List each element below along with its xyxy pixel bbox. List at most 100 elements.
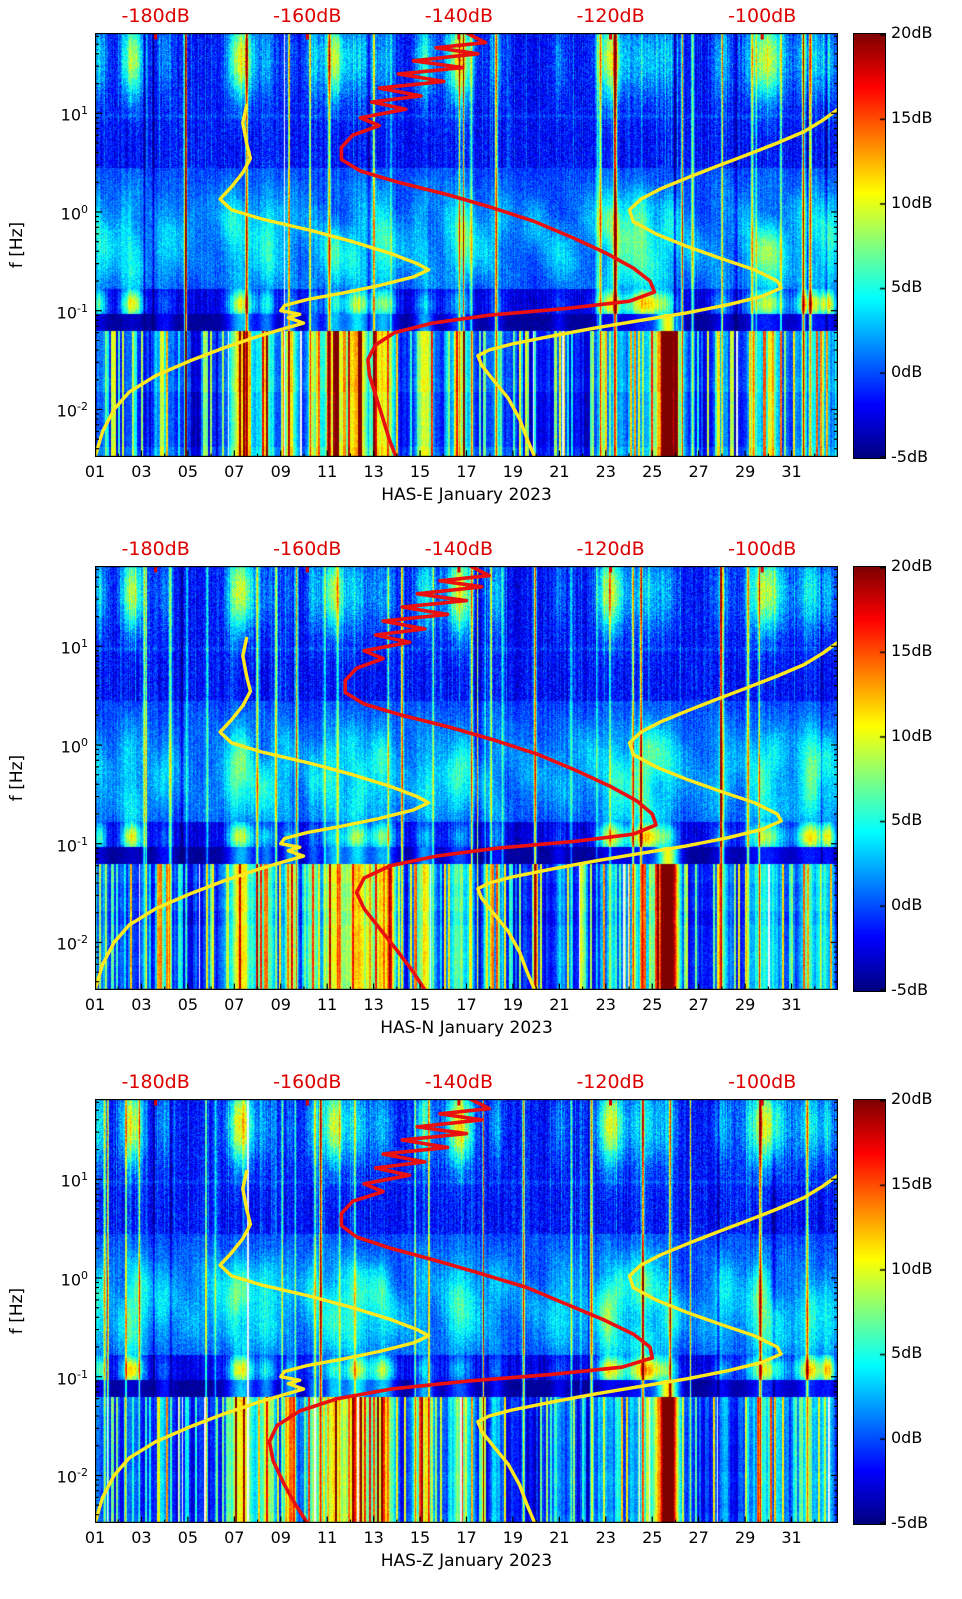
top-db-tick-label: -160dB [273,5,342,27]
colorbar-tick-label: 0dB [891,362,923,382]
plot-frame [95,1099,838,1523]
colorbar-tick-label: 15dB [891,1173,933,1193]
y-axis-label: f [Hz] [7,1287,27,1335]
spectrogram-plot [95,33,838,457]
panel-has-e: -180dB -160dB -140dB -120dB -100dB f [Hz] 10… [0,0,962,533]
x-tick-label: 05 [177,1528,199,1547]
colorbar-tick-label: 20dB [891,1089,933,1108]
colorbar-canvas [854,1100,885,1524]
y-tick-label: 10-1 [56,301,88,323]
panel-title: HAS-N January 2023 [380,1018,553,1038]
spectrogram-heatmap-canvas [95,1099,838,1523]
top-db-tick-label: -180dB [121,538,190,560]
x-tick-label: 15 [409,995,431,1014]
spectrogram-heatmap-canvas [95,566,838,990]
low-noise-model-curve [95,103,431,457]
x-tick-label: 11 [317,995,338,1014]
colorbar [853,566,886,992]
x-tick-label: 17 [456,462,477,481]
x-tick-label: 11 [317,1528,338,1547]
top-db-tick-label: -160dB [273,538,342,560]
y-tick-label: 100 [60,1268,88,1290]
x-tick-label: 19 [502,995,524,1014]
top-db-tick-label: -120dB [576,5,645,27]
colorbar-tick-label: 20dB [891,23,933,42]
x-tick-label: 29 [734,462,756,481]
x-tick-label: 11 [317,462,338,481]
top-db-tick-label: -180dB [121,1071,190,1093]
high-noise-model-curve [476,1173,838,1523]
x-tick-label: 17 [456,995,477,1014]
x-tick-label: 23 [595,1528,616,1547]
axes-and-curves-overlay [95,1099,838,1523]
x-tick-label: 21 [549,995,570,1014]
x-tick-label: 01 [84,995,106,1014]
colorbar-tick-label: -5dB [891,447,929,466]
x-tick-label: 27 [688,1528,709,1547]
panel-has-z: -180dB -160dB -140dB -120dB -100dB f [Hz] 10… [0,1066,962,1599]
panel-title: HAS-E January 2023 [381,485,552,505]
y-tick-label: 10-1 [56,834,88,856]
x-tick-label: 13 [363,995,384,1014]
x-tick-label: 07 [224,1528,245,1547]
colorbar [853,33,886,459]
y-axis-label: f [Hz] [7,754,27,802]
x-tick-label: 29 [734,995,756,1014]
y-tick-label: 101 [60,1170,88,1191]
median-psd-curve [343,566,658,990]
panel-title: HAS-Z January 2023 [380,1551,553,1571]
colorbar-tick-label: 10dB [891,725,933,745]
x-tick-label: 25 [642,1528,663,1547]
y-tick-label: 100 [60,735,88,757]
top-db-tick-label: -140dB [424,5,494,27]
x-tick-label: 31 [781,995,802,1014]
y-tick-label: 100 [60,202,88,224]
curves-group [95,1099,838,1523]
x-tick-label: 05 [177,995,199,1014]
x-tick-label: 23 [595,995,616,1014]
colorbar-canvas [854,567,885,991]
spectrogram-plot [95,1099,838,1523]
top-db-tick-label: -140dB [424,1071,494,1093]
x-tick-label: 13 [363,462,384,481]
x-tick-label: 15 [409,1528,431,1547]
x-tick-label: 31 [781,462,802,481]
curves-group [95,33,838,457]
top-db-tick-label: -120dB [576,1071,645,1093]
top-db-tick-label: -140dB [424,538,494,560]
y-tick-label: 10-2 [56,1466,88,1487]
x-tick-label: 13 [363,1528,384,1547]
colorbar [853,1099,886,1525]
y-tick-label: 10-1 [56,1367,88,1389]
top-db-tick-label: -180dB [121,5,190,27]
colorbar-tick-label: 0dB [891,1428,923,1448]
y-axis-label: f [Hz] [7,221,27,269]
colorbar-tick-label: 20dB [891,556,933,575]
x-tick-label: 07 [224,462,245,481]
x-tick-label: 27 [688,462,709,481]
y-tick-label: 101 [60,104,88,125]
low-noise-model-curve [95,1169,431,1523]
top-db-tick-label: -100dB [728,1071,797,1093]
x-tick-label: 15 [409,462,431,481]
y-tick-label: 101 [60,637,88,658]
spectrogram-plot [95,566,838,990]
x-tick-label: 05 [177,462,199,481]
x-tick-label: 01 [84,1528,106,1547]
curves-group [95,566,838,990]
x-tick-label: 23 [595,462,616,481]
colorbar-tick-label: 0dB [891,895,923,915]
axes-and-curves-overlay [95,33,838,457]
colorbar-tick-label: 5dB [891,1343,923,1363]
x-tick-label: 01 [84,462,106,481]
x-tick-label: 07 [224,995,245,1014]
x-tick-label: 25 [642,995,663,1014]
x-tick-label: 29 [734,1528,756,1547]
colorbar-tick-label: 5dB [891,277,923,297]
x-tick-label: 21 [549,462,570,481]
x-tick-label: 31 [781,1528,802,1547]
spectrogram-heatmap-canvas [95,33,838,457]
x-tick-label: 03 [131,462,152,481]
x-tick-label: 09 [270,462,291,481]
top-db-tick-label: -120dB [576,538,645,560]
